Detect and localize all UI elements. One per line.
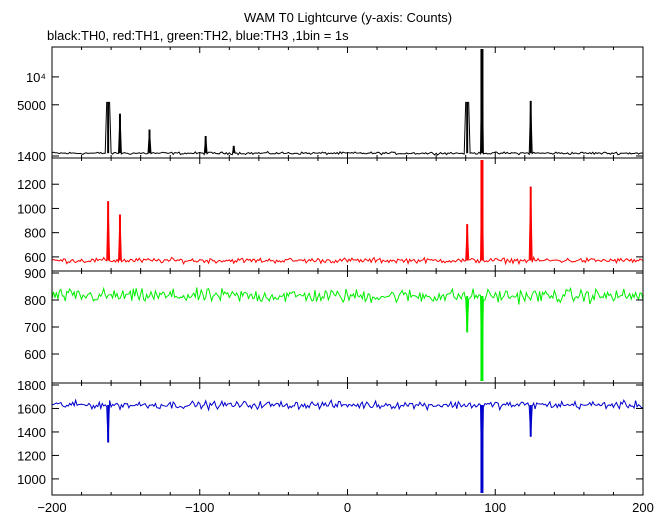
panel-th0: 1400 5000 10⁴ [17,46,644,164]
series-line-th2 [52,286,643,382]
panel-th3: 1000 1200 1400 1600 1800 [17,378,644,496]
panel-frame [51,46,644,159]
panel-frame [51,270,644,384]
y-tick-label: 1400 [17,425,46,440]
series-line-th3 [52,398,643,494]
series-line-th0 [52,48,643,156]
x-tick-label: 0 [344,500,351,515]
panels-layer: 1400 5000 10⁴ 600 800 1000 1200 600 700 800 900 100… [17,46,644,496]
y-tick-label: 1800 [17,378,46,393]
y-tick-label: 1000 [17,201,46,216]
y-tick-label: 600 [24,250,46,265]
y-tick-label: 800 [24,226,46,241]
x-tick-label: 200 [632,500,654,515]
panel-frame [51,157,644,272]
y-tick-label: 1000 [17,472,46,487]
chart-title: WAM T0 Lightcurve (y-axis: Counts) [244,10,452,25]
series-line-th1 [52,159,643,266]
x-axis: −200 −100 0 100 200 [37,500,654,515]
y-tick-label: 1200 [17,177,46,192]
y-tick-label: 5000 [17,98,46,113]
y-tick-label: 10⁴ [26,70,46,85]
panel-th2: 600 700 800 900 [24,266,644,384]
y-tick-label: 700 [24,320,46,335]
panel-frame [51,382,644,496]
panel-th1: 600 800 1000 1200 [17,157,644,272]
x-tick-label: 100 [484,500,506,515]
y-tick-label: 1400 [17,149,46,164]
y-tick-label: 800 [24,293,46,308]
y-tick-label: 1200 [17,448,46,463]
x-tick-label: −200 [37,500,66,515]
y-tick-label: 900 [24,266,46,281]
y-tick-label: 600 [24,347,46,362]
chart-subtitle: black:TH0, red:TH1, green:TH2, blue:TH3 … [47,28,349,43]
x-tick-label: −100 [185,500,214,515]
y-tick-label: 1600 [17,401,46,416]
